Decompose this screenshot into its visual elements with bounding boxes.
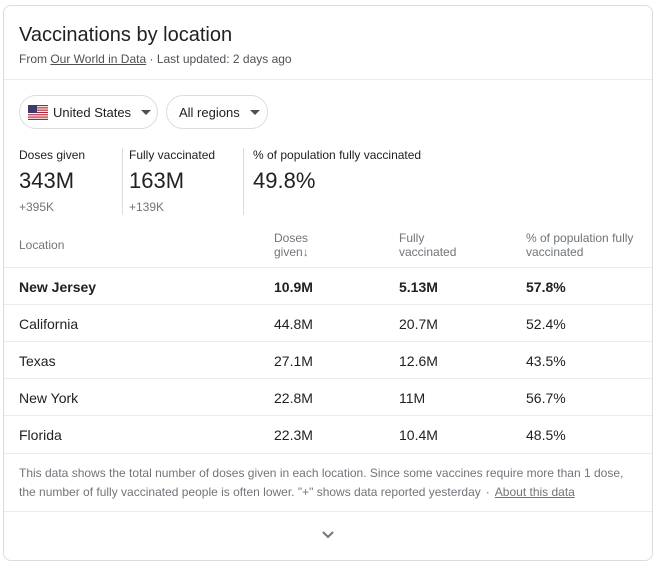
column-header-line: vaccinated [399, 245, 457, 259]
footnote-separator: · [485, 485, 490, 499]
last-updated: · Last updated: 2 days ago [149, 52, 292, 66]
table-row[interactable]: Florida 22.3M 10.4M 48.5% [4, 415, 652, 454]
cell-percent: 48.5% [526, 427, 566, 443]
table-row[interactable]: New York 22.8M 11M 56.7% [4, 378, 652, 416]
stat-doses-given: Doses given 343M +395K [19, 148, 85, 214]
cell-percent: 43.5% [526, 353, 566, 369]
column-header-line: % of population fully [526, 231, 634, 245]
cell-percent: 57.8% [526, 279, 566, 295]
footnote-text: This data shows the total number of dose… [19, 466, 624, 499]
stat-fully-vaccinated: Fully vaccinated 163M +139K [129, 148, 215, 214]
column-header-doses-given[interactable]: Doses given↓ [274, 231, 309, 259]
stat-delta: +139K [129, 200, 165, 214]
column-header-line: Doses [274, 231, 309, 245]
column-header-line: vaccinated [526, 245, 584, 259]
cell-doses: 44.8M [274, 316, 313, 332]
source-link[interactable]: Our World in Data [50, 52, 147, 66]
column-header-location: Location [19, 238, 65, 252]
card-subtitle: From Our World in Data · Last updated: 2… [19, 52, 292, 66]
stat-value: 163M [129, 168, 185, 193]
us-flag-icon [28, 104, 48, 120]
caret-down-icon [141, 109, 152, 115]
stat-divider [243, 148, 244, 215]
cell-doses: 22.3M [274, 427, 313, 443]
region-label: All regions [179, 104, 240, 120]
cell-fully: 5.13M [399, 279, 438, 295]
cell-doses: 22.8M [274, 390, 313, 406]
table-row[interactable]: Texas 27.1M 12.6M 43.5% [4, 341, 652, 379]
stat-label: % of population fully vaccinated [253, 148, 422, 162]
chevron-down-icon[interactable] [318, 524, 338, 544]
country-label: United States [53, 104, 132, 120]
cell-location: Florida [19, 427, 62, 443]
table-row[interactable]: California 44.8M 20.7M 52.4% [4, 304, 652, 342]
card-header: Vaccinations by location From Our World … [4, 6, 652, 80]
column-header-line: given↓ [274, 245, 309, 259]
about-this-data-link[interactable]: About this data [494, 485, 575, 499]
cell-percent: 52.4% [526, 316, 566, 332]
cell-location: Texas [19, 353, 56, 369]
sort-arrow-icon: ↓ [302, 245, 309, 259]
stat-value: 343M [19, 168, 75, 193]
cell-location: California [19, 316, 79, 332]
stat-divider [122, 148, 123, 215]
cell-doses: 27.1M [274, 353, 313, 369]
cell-fully: 20.7M [399, 316, 438, 332]
column-header-line: Fully [399, 231, 425, 245]
stat-label: Fully vaccinated [129, 148, 216, 162]
vaccinations-card: Vaccinations by location From Our World … [3, 5, 653, 561]
cell-fully: 10.4M [399, 427, 438, 443]
card-title: Vaccinations by location [19, 24, 233, 46]
cell-location: New York [19, 390, 79, 406]
cell-fully: 12.6M [399, 353, 438, 369]
region-dropdown[interactable]: All regions [166, 95, 268, 129]
cell-fully: 11M [399, 390, 426, 406]
source-prefix: From [19, 52, 47, 66]
column-header-fully-vaccinated[interactable]: Fully vaccinated [399, 231, 456, 259]
expand-bar[interactable] [4, 511, 652, 561]
cell-location: New Jersey [19, 279, 97, 295]
stat-percent-fully-vaccinated: % of population fully vaccinated 49.8% [253, 148, 421, 194]
cell-doses: 10.9M [274, 279, 313, 295]
footnote: This data shows the total number of dose… [19, 464, 639, 502]
caret-down-icon [249, 109, 260, 115]
country-dropdown[interactable]: United States [19, 95, 158, 129]
table-row[interactable]: New Jersey 10.9M 5.13M 57.8% [4, 267, 652, 305]
cell-percent: 56.7% [526, 390, 566, 406]
stat-value: 49.8% [253, 168, 316, 193]
stat-delta: +395K [19, 200, 55, 214]
column-header-percent[interactable]: % of population fully vaccinated [526, 231, 633, 259]
stat-label: Doses given [19, 148, 86, 162]
